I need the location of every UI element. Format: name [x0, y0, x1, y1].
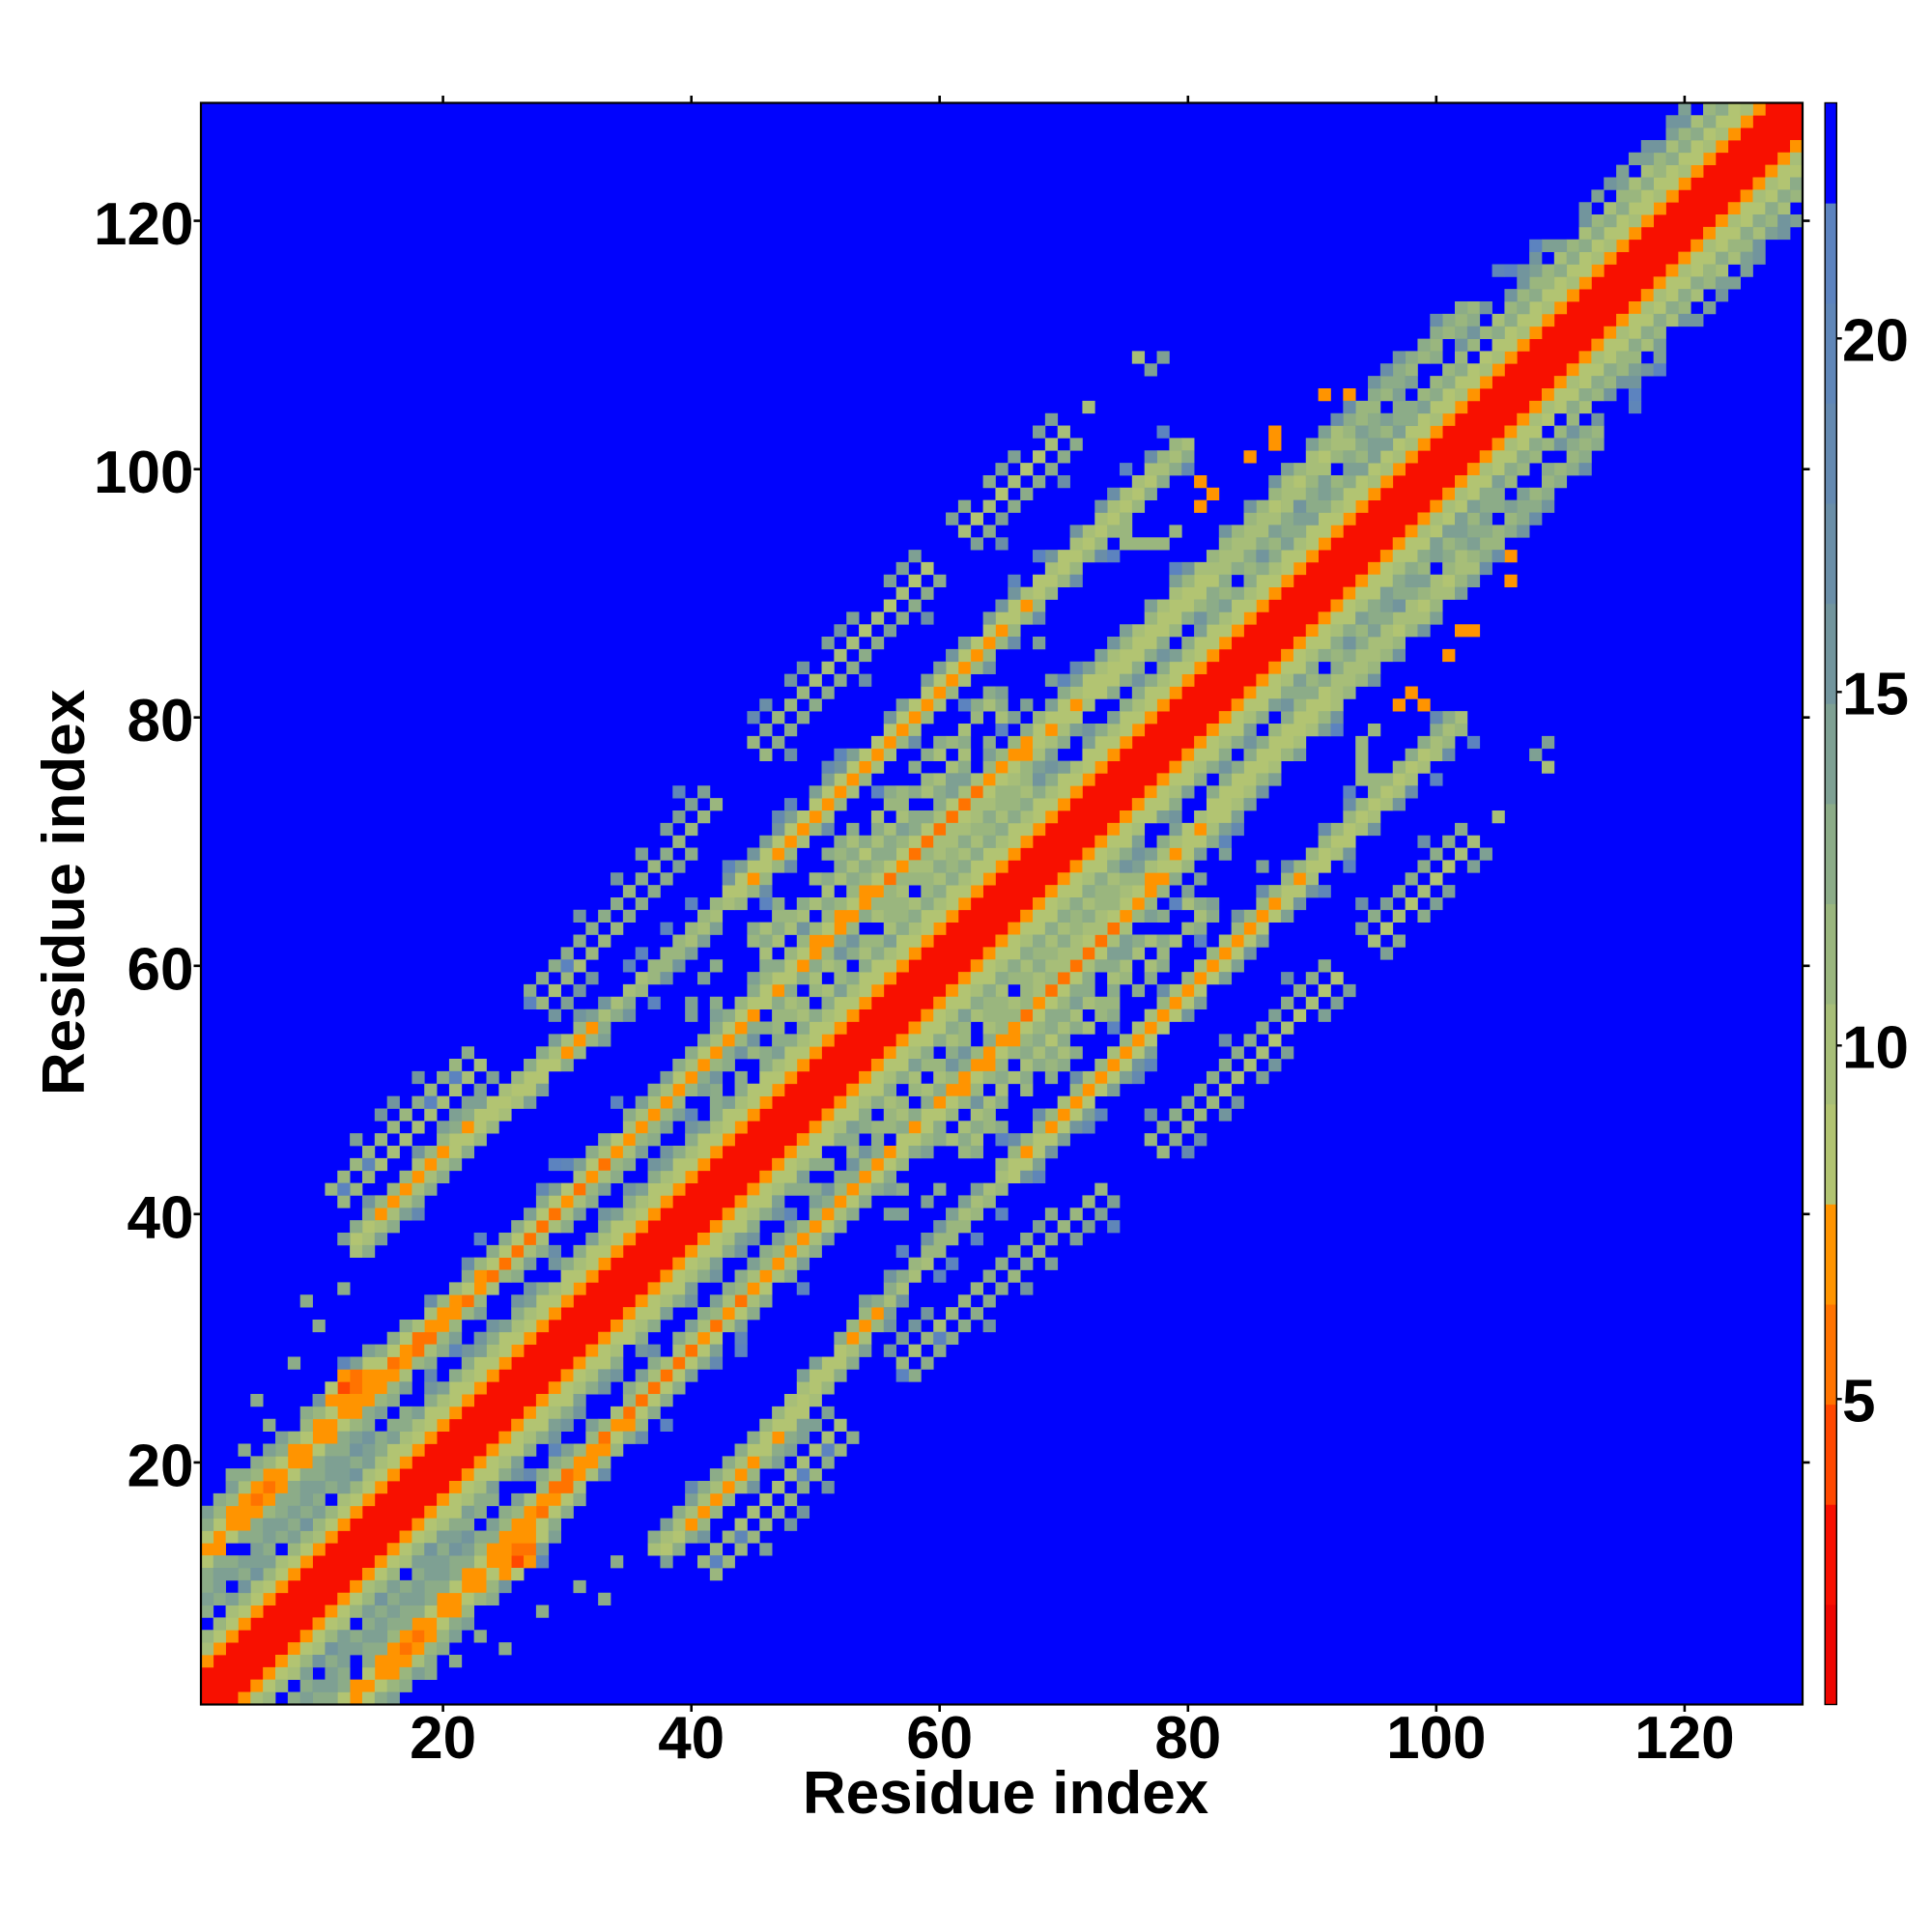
svg-text:15: 15	[1842, 661, 1909, 727]
svg-text:100: 100	[94, 440, 193, 506]
svg-text:Residue index: Residue index	[31, 689, 98, 1095]
svg-text:Residue index: Residue index	[803, 1760, 1209, 1827]
svg-text:40: 40	[658, 1705, 724, 1772]
svg-text:120: 120	[1634, 1705, 1734, 1772]
svg-text:20: 20	[128, 1433, 194, 1499]
svg-text:80: 80	[1154, 1705, 1221, 1772]
svg-text:20: 20	[410, 1705, 476, 1772]
svg-text:60: 60	[906, 1705, 973, 1772]
svg-text:10: 10	[1842, 1014, 1909, 1081]
svg-text:120: 120	[94, 191, 193, 258]
svg-text:5: 5	[1842, 1368, 1875, 1435]
svg-text:20: 20	[1842, 307, 1909, 374]
svg-text:60: 60	[128, 936, 194, 1003]
svg-text:40: 40	[128, 1184, 194, 1251]
svg-text:80: 80	[128, 688, 194, 754]
svg-text:100: 100	[1386, 1705, 1486, 1772]
